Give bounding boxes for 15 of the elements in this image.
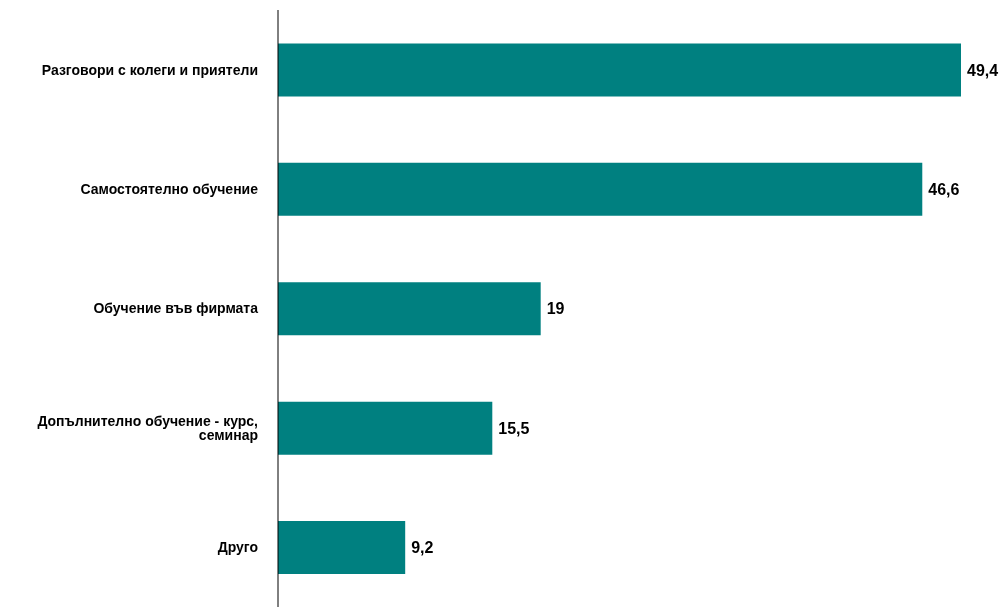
bar <box>278 162 923 216</box>
y-tick-label: Друго <box>217 539 258 556</box>
data-label: 19 <box>546 300 565 318</box>
y-tick-label: Разговори с колеги и приятели <box>41 61 258 78</box>
y-tick-label: Допълнително обучение - курс, семинар <box>37 412 258 443</box>
y-tick-label: Самостоятелно обучение <box>80 181 259 198</box>
bar <box>278 282 541 336</box>
data-label: 46,6 <box>928 181 960 199</box>
data-label: 15,5 <box>498 419 530 437</box>
y-tick-label: Обучение във фирмата <box>93 300 259 317</box>
data-label: 9,2 <box>411 539 434 557</box>
bar <box>278 401 493 455</box>
bar <box>278 43 961 97</box>
bar <box>278 521 406 575</box>
data-label: 49,4 <box>967 61 999 79</box>
